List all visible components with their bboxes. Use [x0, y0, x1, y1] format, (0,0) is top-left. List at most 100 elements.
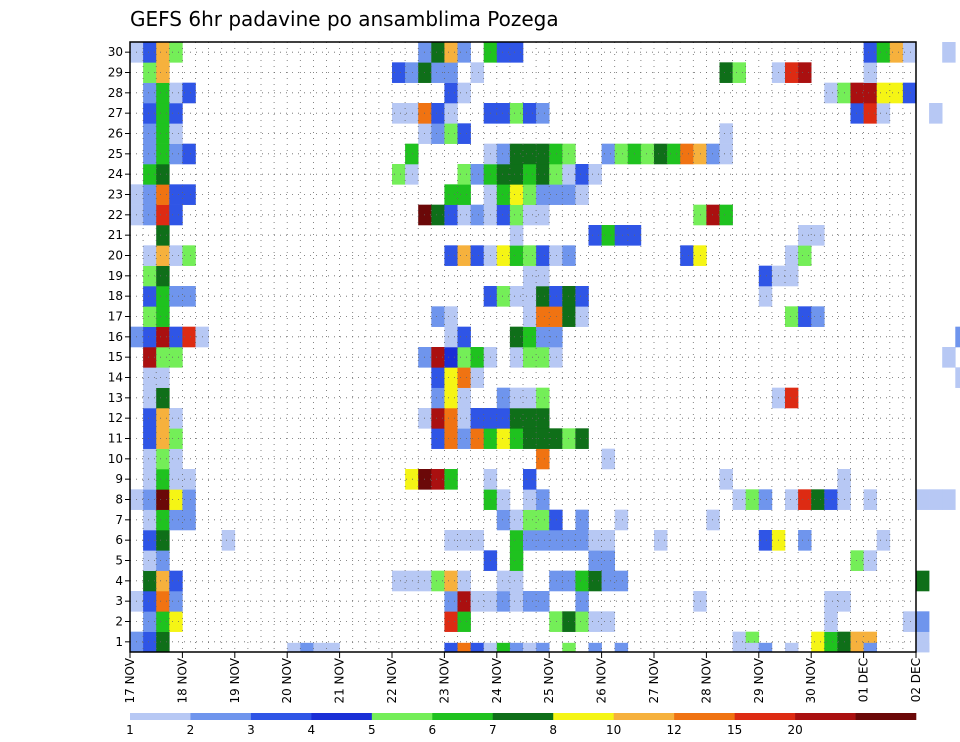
- x-tick-label: 17 NOV: [123, 657, 137, 703]
- y-tick-label: 13: [108, 391, 123, 405]
- heatmap-cell: [523, 103, 537, 124]
- x-tick-label: 28 NOV: [699, 657, 713, 703]
- heatmap-cell: [523, 184, 537, 205]
- heatmap-cell: [143, 489, 157, 510]
- heatmap-cell: [470, 428, 484, 449]
- heatmap-cell: [470, 530, 484, 551]
- colorbar-swatch: [311, 713, 373, 720]
- heatmap-cell: [169, 428, 183, 449]
- heatmap-cell: [667, 143, 681, 165]
- heatmap-cell: [143, 530, 157, 551]
- heatmap-cell: [588, 164, 602, 185]
- colorbar-swatch: [795, 713, 856, 720]
- colorbar-swatch: [613, 713, 675, 720]
- heatmap-cell: [523, 469, 537, 490]
- heatmap-cell: [758, 530, 773, 551]
- heatmap-cell: [313, 642, 327, 653]
- heatmap-cell: [287, 642, 301, 653]
- heatmap-cell: [143, 143, 157, 165]
- heatmap-cell: [509, 42, 524, 63]
- heatmap-cell: [169, 82, 183, 104]
- heatmap-cell: [143, 204, 157, 226]
- heatmap-cell: [470, 164, 484, 185]
- heatmap-cell: [942, 42, 956, 63]
- heatmap-cell: [431, 367, 445, 388]
- heatmap-cell: [496, 570, 511, 592]
- heatmap-cell: [470, 204, 484, 226]
- heatmap-cell: [143, 164, 157, 185]
- heatmap-cell: [523, 530, 537, 551]
- heatmap-cell: [143, 347, 157, 368]
- heatmap-cell: [536, 103, 550, 124]
- heatmap-cell: [824, 591, 838, 612]
- heatmap-cell: [798, 306, 812, 327]
- x-tick-label: 21 NOV: [333, 657, 347, 703]
- heatmap-cell: [470, 245, 484, 266]
- colorbar-label: 7: [489, 723, 497, 737]
- heatmap-cell: [523, 428, 537, 449]
- heatmap-cell: [182, 509, 196, 531]
- heatmap-cell: [758, 286, 773, 307]
- colorbar-swatch: [674, 713, 735, 720]
- heatmap-cell: [457, 591, 471, 612]
- heatmap-cell: [536, 143, 550, 165]
- heatmap-cell: [169, 591, 183, 612]
- heatmap-cell: [536, 530, 550, 551]
- heatmap-cell: [785, 642, 799, 653]
- heatmap-cell: [509, 570, 524, 592]
- heatmap-cell: [169, 469, 183, 490]
- heatmap-cell: [509, 530, 524, 551]
- heatmap-cell: [536, 204, 550, 226]
- heatmap-cell: [457, 42, 471, 63]
- heatmap-cell: [143, 570, 157, 592]
- heatmap-cell: [523, 286, 537, 307]
- heatmap-cell: [758, 642, 773, 653]
- heatmap-cell: [326, 642, 340, 653]
- heatmap-cell: [496, 42, 511, 63]
- heatmap-cell: [706, 204, 720, 226]
- heatmap-cell: [444, 591, 458, 612]
- heatmap-cell: [798, 225, 812, 246]
- heatmap-cell: [509, 550, 524, 571]
- heatmap-cell: [654, 143, 668, 165]
- heatmap-cell: [431, 42, 445, 63]
- x-tick-label: 01 DEC: [857, 658, 871, 702]
- x-tick-label: 20 NOV: [280, 657, 294, 703]
- heatmap-cell: [444, 642, 458, 653]
- x-tick-label: 02 DEC: [909, 658, 923, 702]
- heatmap-cell: [588, 550, 602, 571]
- x-tick-label: 26 NOV: [595, 657, 609, 703]
- heatmap-cell: [143, 387, 157, 409]
- heatmap-cell: [929, 103, 943, 124]
- x-tick-label: 29 NOV: [752, 657, 766, 703]
- heatmap-cell: [549, 143, 563, 165]
- heatmap-cell: [182, 184, 196, 205]
- heatmap-cell: [798, 530, 812, 551]
- heatmap-cell: [588, 570, 602, 592]
- heatmap-cell: [601, 448, 615, 470]
- y-tick-label: 28: [108, 86, 123, 100]
- heatmap-cell: [614, 509, 629, 531]
- heatmap-cell: [444, 611, 458, 632]
- colorbar-swatch: [492, 713, 554, 720]
- heatmap-cell: [955, 367, 960, 388]
- y-tick-label: 25: [108, 147, 123, 161]
- heatmap-cell: [850, 103, 864, 124]
- heatmap-cell: [483, 642, 498, 653]
- x-tick-label: 22 NOV: [385, 657, 399, 703]
- heatmap-cell: [457, 367, 471, 388]
- heatmap-cell: [509, 326, 524, 348]
- heatmap-cell: [431, 387, 445, 409]
- heatmap-cell: [614, 143, 629, 165]
- y-tick-label: 2: [115, 615, 123, 629]
- heatmap-cell: [169, 204, 183, 226]
- heatmap-cell: [496, 286, 511, 307]
- heatmap-cell: [536, 489, 550, 510]
- heatmap-cell: [444, 387, 458, 409]
- heatmap-cell: [575, 611, 589, 632]
- heatmap-cell: [536, 408, 550, 429]
- chart-title: GEFS 6hr padavine po ansamblima Pozega: [130, 7, 559, 31]
- heatmap-cell: [143, 631, 157, 653]
- heatmap-cell: [169, 408, 183, 429]
- heatmap-cell: [156, 509, 170, 531]
